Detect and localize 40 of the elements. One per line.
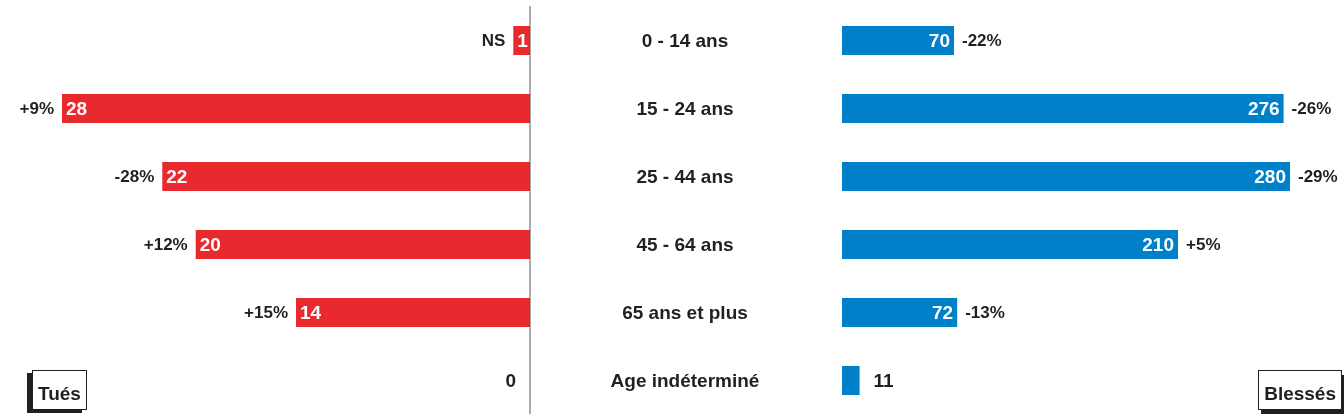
bar (842, 366, 860, 395)
data-label: 22 (166, 165, 188, 187)
bar (842, 230, 1178, 259)
bar (842, 162, 1290, 191)
annotation: +5% (1186, 235, 1221, 255)
data-label: 11 (873, 369, 895, 391)
data-label: 276 (1247, 97, 1280, 119)
y-tick-label: 45 - 64 ans (636, 233, 734, 255)
data-label: 280 (1254, 165, 1286, 187)
bar (195, 230, 530, 259)
y-tick-label: 0 - 14 ans (641, 29, 729, 51)
annotation: -29% (1298, 167, 1338, 187)
bar (842, 94, 1284, 123)
text: Blessés (1258, 370, 1342, 410)
annotation: NS (481, 31, 506, 51)
y-tick-label: 15 - 24 ans (636, 97, 734, 119)
annotation: -13% (965, 303, 1005, 323)
data-label: 28 (66, 97, 88, 119)
bar (62, 94, 530, 123)
annotation: +12% (143, 235, 188, 255)
data-label: 20 (199, 233, 221, 255)
bar (296, 298, 530, 327)
data-label: 70 (928, 29, 950, 51)
annotation: -26% (1291, 99, 1332, 119)
data-label: 72 (932, 301, 954, 323)
data-label: 0 (505, 369, 516, 391)
annotation: -22% (962, 31, 1002, 51)
data-label: 1 (517, 29, 529, 51)
y-tick-label: 25 - 44 ans (636, 165, 734, 187)
y-tick-label: Age indéterminé (610, 369, 760, 391)
text: Tués (32, 370, 87, 410)
bar (842, 26, 954, 55)
data-label: 14 (300, 301, 322, 323)
annotation: +9% (19, 99, 54, 119)
annotation: -28% (114, 167, 155, 187)
bar (842, 298, 958, 327)
y-tick-label: 65 ans et plus (622, 301, 748, 323)
data-label: 210 (1142, 233, 1174, 255)
bar (162, 162, 530, 191)
annotation: +15% (244, 303, 288, 323)
